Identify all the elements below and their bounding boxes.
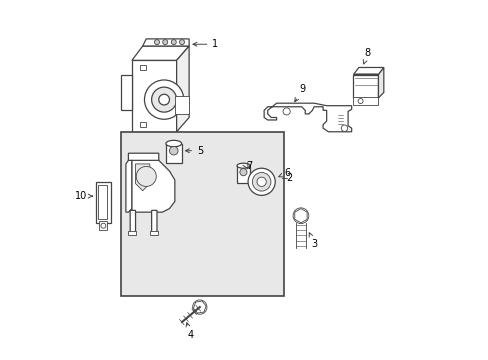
Bar (140, 122, 145, 127)
Circle shape (136, 166, 156, 186)
Circle shape (163, 40, 167, 45)
Bar (128, 231, 136, 235)
Ellipse shape (237, 163, 249, 168)
Circle shape (144, 80, 183, 119)
Bar (165, 144, 181, 163)
Text: 6: 6 (278, 168, 290, 178)
Circle shape (247, 168, 275, 195)
Text: 10: 10 (74, 191, 92, 201)
Polygon shape (128, 153, 159, 164)
Polygon shape (132, 160, 175, 212)
Circle shape (283, 108, 290, 115)
Circle shape (179, 40, 184, 45)
Polygon shape (264, 103, 351, 132)
Polygon shape (135, 164, 149, 191)
Circle shape (154, 40, 159, 45)
Bar (237, 166, 249, 183)
Polygon shape (121, 75, 132, 111)
Bar (149, 231, 157, 235)
Circle shape (240, 168, 246, 176)
Polygon shape (132, 60, 176, 132)
Ellipse shape (165, 140, 181, 147)
Circle shape (169, 147, 178, 155)
Polygon shape (353, 67, 383, 75)
Text: 4: 4 (186, 323, 194, 341)
Polygon shape (130, 210, 135, 235)
Text: 8: 8 (363, 48, 370, 64)
Bar (140, 65, 145, 69)
Polygon shape (378, 67, 383, 98)
Text: 2: 2 (286, 173, 292, 183)
Polygon shape (142, 39, 189, 46)
Circle shape (151, 87, 176, 112)
Circle shape (257, 177, 266, 186)
Bar (99, 221, 107, 230)
Circle shape (341, 125, 347, 131)
Bar (353, 75, 378, 98)
Text: 3: 3 (308, 233, 317, 249)
Circle shape (252, 172, 270, 191)
Bar (98, 185, 107, 219)
Text: 9: 9 (294, 84, 305, 102)
Text: 1: 1 (193, 39, 218, 49)
Bar (353, 97, 378, 105)
Circle shape (159, 94, 169, 105)
Circle shape (171, 40, 176, 45)
Text: 7: 7 (246, 161, 252, 171)
Bar (121, 132, 283, 296)
Polygon shape (176, 46, 189, 132)
Circle shape (357, 99, 363, 104)
Polygon shape (132, 46, 189, 60)
Bar (175, 96, 189, 114)
Bar (96, 182, 111, 223)
Text: 5: 5 (185, 146, 203, 156)
Polygon shape (125, 160, 132, 212)
Circle shape (101, 223, 106, 228)
Polygon shape (151, 210, 157, 235)
